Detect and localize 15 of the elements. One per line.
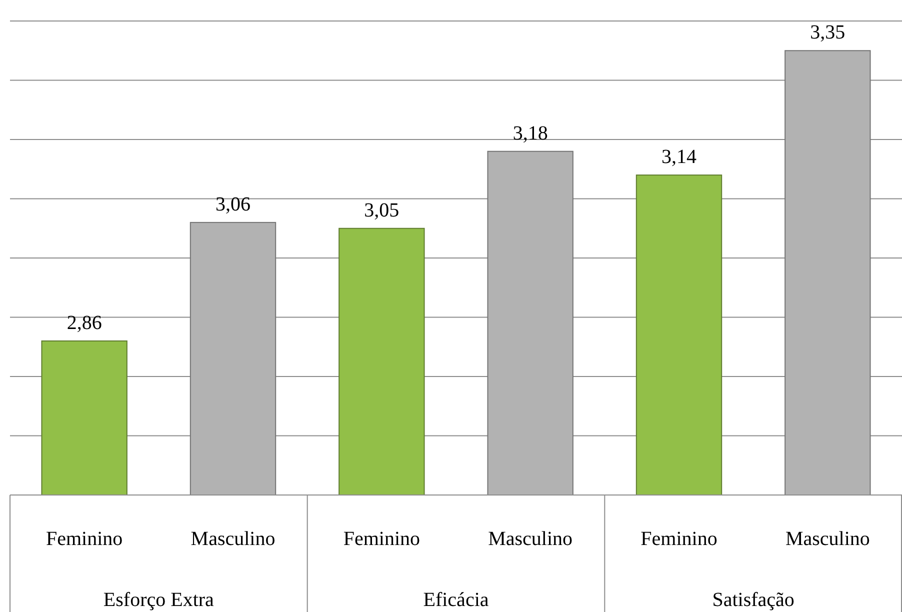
x-tick-label: Esforço Extra (103, 589, 214, 611)
x-tick-label: Satisfação (712, 589, 794, 611)
text: Feminino (343, 528, 420, 550)
data-label: 3,35 (810, 22, 846, 44)
data-label: 3,18 (512, 122, 548, 144)
text: Masculino (488, 528, 573, 550)
series-label: Masculino (190, 528, 276, 550)
data-label: 3,05 (364, 199, 400, 222)
x-tick-label: Eficácia (423, 589, 489, 611)
text: Masculino (785, 528, 870, 550)
data-label: 3,06 (216, 193, 250, 216)
text: Feminino (640, 528, 718, 550)
data-label: 3,14 (662, 146, 696, 168)
data-label: 2,86 (66, 312, 102, 334)
series-label: Feminino (46, 528, 123, 550)
